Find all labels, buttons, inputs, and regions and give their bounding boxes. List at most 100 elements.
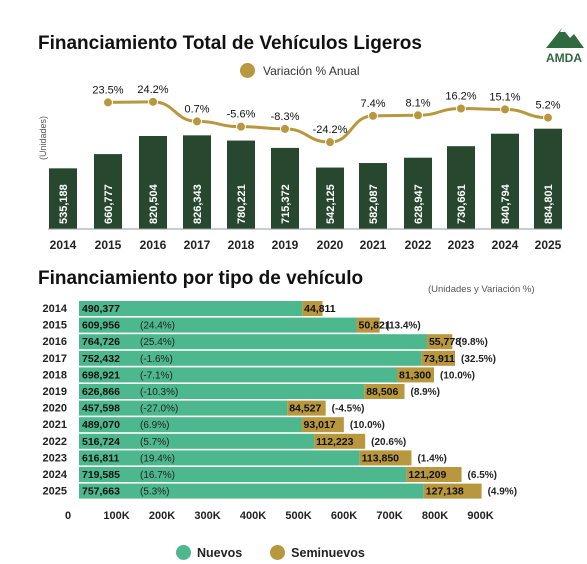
hbar-ytick-2020: 2020 <box>43 403 67 415</box>
hbar-nuevos-var-2018: (-7.1%) <box>140 370 173 381</box>
hbar-xtick-5: 500K <box>285 510 311 522</box>
chart1-legend: Variación % Anual <box>240 63 360 78</box>
hbar-seminuevos-label-2019: 88,506 <box>366 386 398 398</box>
hbar-nuevos-2025 <box>79 483 424 499</box>
hbar-seminuevos-label-2014: 44,811 <box>304 303 336 315</box>
hbar-seminuevos-var-2016: (9.8%) <box>458 337 487 348</box>
xtick-2017: 2017 <box>184 238 211 252</box>
hbar-seminuevos-var-2021: (10.0%) <box>350 420 385 431</box>
xtick-2025: 2025 <box>535 238 562 252</box>
hbar-nuevos-var-2023: (19.4%) <box>140 453 175 464</box>
legend-nuevos-swatch <box>176 545 191 560</box>
variation-label-2018: -5.6% <box>227 109 256 121</box>
legend-item-seminuevos: Seminuevos <box>270 545 365 560</box>
hbar-nuevos-var-2024: (16.7%) <box>140 470 175 481</box>
xtick-2022: 2022 <box>405 238 432 252</box>
hbar-ytick-2015: 2015 <box>43 320 67 332</box>
hbar-xtick-1: 100K <box>103 510 129 522</box>
hbar-seminuevos-var-2025: (4.9%) <box>488 487 517 498</box>
logo-text: AMDA <box>546 51 582 65</box>
hbar-nuevos-label-2022: 516,724 <box>82 436 120 448</box>
bar-2014 <box>49 168 77 229</box>
hbar-nuevos-var-2016: (25.4%) <box>140 337 175 348</box>
variation-point-2021 <box>368 110 378 121</box>
bar-2021 <box>359 163 387 229</box>
hbar-seminuevos-2025 <box>423 483 482 499</box>
variation-point-2019 <box>280 123 290 134</box>
hbar-seminuevos-label-2022: 112,223 <box>316 436 354 448</box>
hbar-seminuevos-var-2018: (10.0%) <box>440 370 475 381</box>
hbar-seminuevos-label-2024: 121,209 <box>408 469 446 481</box>
hbar-ytick-2025: 2025 <box>43 486 67 498</box>
hbar-xtick-6: 600K <box>331 510 357 522</box>
xtick-2020: 2020 <box>317 238 344 252</box>
hbar-seminuevos-label-2017: 73,911 <box>423 353 455 365</box>
hbar-ytick-2024: 2024 <box>43 469 68 481</box>
legend-line-swatch <box>240 63 255 78</box>
hbar-seminuevos-var-2024: (6.5%) <box>468 470 497 481</box>
bar-2020 <box>316 167 344 229</box>
bar-label-2015: 660,777 <box>103 184 115 224</box>
hbar-seminuevos-2016 <box>426 334 453 350</box>
variation-label-2022: 8.1% <box>405 97 430 109</box>
variation-point-2017 <box>192 116 202 127</box>
hbar-nuevos-label-2020: 457,598 <box>82 403 120 415</box>
hbar-nuevos-2015 <box>79 317 357 333</box>
hbar-seminuevos-label-2023: 113,850 <box>362 452 400 464</box>
hbar-nuevos-var-2015: (24.4%) <box>140 321 175 332</box>
hbar-ytick-2021: 2021 <box>43 419 67 431</box>
hbar-seminuevos-label-2015: 50,821 <box>359 320 391 332</box>
bar-label-2016: 820,504 <box>148 183 160 224</box>
hbar-nuevos-label-2017: 752,432 <box>82 353 120 365</box>
bar-label-2018: 780,221 <box>236 184 248 224</box>
hbar-nuevos-var-2025: (5.3%) <box>140 487 169 498</box>
chart1-ylabel: (Unidades) <box>38 116 48 160</box>
hbar-nuevos-var-2022: (5.7%) <box>140 437 169 448</box>
variation-point-2018 <box>236 121 246 132</box>
variation-point-2015 <box>103 97 113 108</box>
xtick-2023: 2023 <box>448 238 475 252</box>
variation-point-2023 <box>456 103 466 114</box>
xtick-2021: 2021 <box>360 238 387 252</box>
hbar-nuevos-label-2023: 616,811 <box>82 452 120 464</box>
hbar-seminuevos-2015 <box>356 317 380 333</box>
xtick-2018: 2018 <box>228 238 255 252</box>
chart1-title: Financiamiento Total de Vehículos Ligero… <box>38 33 422 54</box>
hbar-seminuevos-label-2021: 93,017 <box>304 419 336 431</box>
variation-label-2015: 23.5% <box>92 84 123 96</box>
bar-label-2019: 715,372 <box>280 184 292 224</box>
hbar-nuevos-label-2024: 719,585 <box>82 469 120 481</box>
variation-label-2016: 24.2% <box>137 84 168 96</box>
xtick-2014: 2014 <box>50 238 77 252</box>
hbar-xtick-2: 200K <box>149 510 175 522</box>
hbar-nuevos-2022 <box>79 433 315 449</box>
hbar-nuevos-label-2014: 490,377 <box>82 303 120 315</box>
hbar-nuevos-2024 <box>79 467 407 482</box>
bar-2024 <box>491 133 519 229</box>
bar-label-2023: 730,661 <box>456 184 468 224</box>
bar-label-2020: 542,125 <box>325 184 337 224</box>
variation-label-2019: -8.3% <box>271 111 300 123</box>
bar-2015 <box>94 154 122 229</box>
bar-2018 <box>227 140 255 229</box>
legend-line-label: Variación % Anual <box>263 63 360 78</box>
bar-label-2014: 535,188 <box>58 184 70 224</box>
hbar-nuevos-var-2020: (-27.0%) <box>140 404 178 415</box>
bar-label-2021: 582,087 <box>368 184 380 224</box>
legend-seminuevos-swatch <box>270 545 286 560</box>
hbar-seminuevos-var-2022: (20.6%) <box>371 437 406 448</box>
chart2-legend: Nuevos Seminuevos <box>176 545 383 560</box>
hbar-nuevos-2023 <box>79 450 360 466</box>
bar-2025 <box>534 128 562 229</box>
hbar-xtick-9: 900K <box>467 510 493 522</box>
hbar-nuevos-label-2016: 764,726 <box>82 336 120 348</box>
hbar-nuevos-var-2019: (-10.3%) <box>140 387 178 398</box>
variation-point-2025 <box>543 112 553 123</box>
hbar-seminuevos-var-2017: (32.5%) <box>461 354 496 365</box>
hbar-seminuevos-label-2016: 55,778 <box>429 336 461 348</box>
hbar-ytick-2023: 2023 <box>43 452 67 464</box>
hbar-seminuevos-label-2025: 127,138 <box>426 486 464 498</box>
hbar-seminuevos-2020 <box>287 400 326 416</box>
xtick-2024: 2024 <box>492 238 519 252</box>
